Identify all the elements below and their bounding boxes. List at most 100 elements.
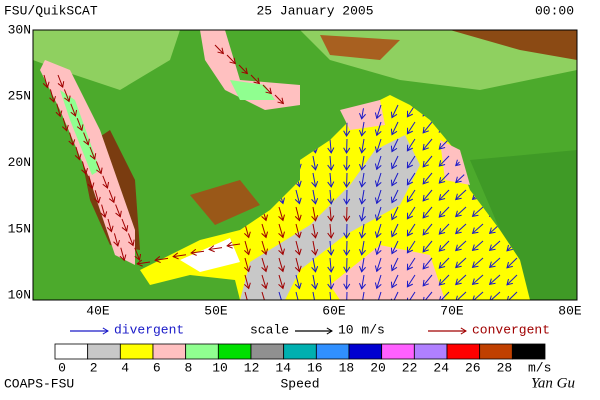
wind-arrow-head [455, 227, 462, 235]
wind-arrow-head [438, 245, 446, 252]
wind-arrow-head [374, 129, 382, 137]
wind-arrow-head [87, 182, 95, 190]
wind-arrow-head [455, 244, 462, 252]
wind-arrow [238, 64, 248, 74]
colorbar-tick: 18 [339, 360, 355, 375]
speed-band [440, 140, 470, 185]
wind-arrow-head [438, 262, 446, 269]
wind-arrow [329, 274, 332, 289]
colorbar-tick: 20 [370, 360, 386, 375]
wind-arrow [76, 118, 83, 131]
wind-arrow-head [438, 228, 446, 235]
wind-arrow [127, 233, 134, 246]
wind-arrow-head [68, 139, 76, 147]
lat-label: 20N [8, 155, 31, 170]
wind-arrow [422, 240, 433, 253]
wind-arrow-head [438, 143, 446, 150]
wind-arrow [191, 250, 205, 254]
wind-arrow [391, 104, 399, 118]
wind-arrow-head [374, 282, 382, 290]
wind-arrow [278, 223, 284, 238]
wind-arrow-head [278, 231, 285, 239]
colorbar-tick: 4 [121, 360, 129, 375]
colorbar-swatch [511, 343, 546, 360]
wind-arrow-head [327, 181, 335, 188]
wind-arrow-head [190, 248, 197, 256]
wind-arrow [406, 172, 416, 186]
wind-arrow [95, 161, 102, 174]
colorbar-swatch [348, 343, 383, 360]
wind-arrow-head [374, 265, 382, 273]
wind-arrow-head [374, 231, 382, 239]
wind-arrow [438, 206, 450, 218]
wind-arrow-head [506, 295, 513, 300]
wind-arrow [391, 189, 399, 203]
wind-arrow-head [390, 128, 398, 136]
wind-arrow [278, 274, 284, 289]
map-frame [32, 29, 578, 301]
wind-arrow [422, 189, 433, 202]
wind-arrow-head [438, 160, 446, 167]
wind-arrow-head [121, 225, 129, 233]
wind-arrow-head [61, 124, 69, 132]
wind-arrow [329, 172, 332, 187]
speed-band [330, 245, 445, 300]
wind-arrow [312, 189, 317, 204]
wind-arrow [329, 138, 332, 153]
wind-arrow [57, 74, 64, 88]
wind-arrow [406, 240, 416, 254]
wind-arrow [102, 175, 108, 189]
wind-arrow [376, 172, 382, 187]
wind-arrow-head [327, 215, 335, 222]
wind-arrow [361, 274, 365, 289]
wind-arrow-head [422, 228, 429, 236]
wind-arrow-head [278, 265, 285, 273]
wind-arrow-head [277, 97, 285, 105]
wind-arrow-head [390, 179, 398, 187]
wind-arrow [261, 223, 267, 238]
wind-arrow [361, 223, 365, 238]
wind-arrow-head [438, 211, 446, 218]
wind-arrow [376, 257, 382, 272]
wind-arrow [226, 54, 236, 64]
colorbar-swatch [152, 343, 187, 360]
wind-arrow [361, 257, 365, 272]
wind-arrow [361, 206, 365, 221]
wind-arrow-head [390, 230, 398, 238]
wind-arrow [312, 291, 317, 300]
wind-arrow-head [343, 164, 351, 171]
footer-right: Yan Gu [531, 375, 575, 391]
wind-arrow-head [471, 227, 479, 234]
wind-arrow-head [406, 161, 414, 169]
wind-arrow [155, 257, 169, 261]
wind-arrow [406, 223, 416, 237]
wind-arrow [49, 89, 55, 103]
red-sea-core [60, 90, 100, 175]
wind-arrow-head [438, 296, 446, 300]
wind-arrow [406, 274, 416, 288]
wind-arrow-head [241, 67, 249, 75]
wind-arrow [329, 257, 332, 272]
wind-arrow [406, 257, 416, 271]
wind-arrow-head [311, 282, 319, 290]
land-dark [470, 150, 577, 300]
wind-arrow-head [359, 249, 366, 256]
wind-arrow [406, 121, 416, 135]
wind-arrow-head [406, 144, 414, 152]
wind-arrow [312, 257, 317, 272]
wind-arrow-head [422, 143, 429, 151]
colorbar-tick: 8 [184, 360, 192, 375]
scale-value: 10 m/s [338, 322, 385, 337]
wind-arrow [361, 138, 365, 153]
wind-arrow-head [422, 160, 429, 168]
wind-arrow [506, 291, 518, 300]
wind-arrow [295, 257, 300, 272]
wind-arrow [376, 189, 382, 204]
wind-arrow [121, 218, 128, 232]
wind-arrow [455, 257, 467, 268]
wind-arrow [295, 274, 300, 289]
wind-arrow [94, 190, 100, 203]
wind-arrow-head [119, 254, 127, 262]
speed-band [240, 135, 420, 300]
